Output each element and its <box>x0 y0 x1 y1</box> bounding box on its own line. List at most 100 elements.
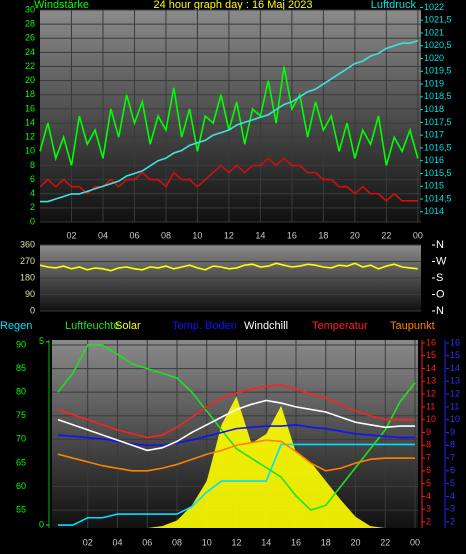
y3-tick-label: 5 <box>450 478 455 488</box>
x-tick-label: 00 <box>410 537 420 547</box>
y2-tick-label: 15 <box>426 350 436 360</box>
x-tick-label: 08 <box>161 230 171 240</box>
y3-tick-label: 12 <box>450 388 460 398</box>
x-tick-label: 04 <box>112 537 122 547</box>
line <box>57 423 416 447</box>
y2-tick-label: 2 <box>426 516 431 526</box>
y-tick-label: 8 <box>30 160 35 170</box>
x-tick-label: 10 <box>202 537 212 547</box>
y3-tick-label: 6 <box>450 465 455 475</box>
y-tick-label: 2 <box>30 202 35 212</box>
x-tick-label: 18 <box>318 230 328 240</box>
y-tick-label: 360 <box>20 239 35 249</box>
x-tick-label: 00 <box>413 230 423 240</box>
line <box>57 443 416 526</box>
y-tick-label: 30 <box>25 4 35 14</box>
line <box>57 384 416 439</box>
y2-tick-label: N <box>436 305 444 317</box>
y2-tick-label: 1017,5 <box>424 117 452 127</box>
legend-label: Solar <box>115 320 141 332</box>
y4-tick-label: 0 <box>39 519 44 529</box>
y3-tick-label: 7 <box>450 452 455 462</box>
y-tick-label: 16 <box>25 103 35 113</box>
y2-tick-label: S <box>436 272 443 284</box>
panel-bg <box>40 10 421 222</box>
y2-tick-label: 1022 <box>424 2 444 12</box>
y2-tick-label: O <box>436 288 445 300</box>
area <box>57 396 416 528</box>
y2-tick-label: 7 <box>426 452 431 462</box>
y2-tick-label: 4 <box>426 491 431 501</box>
y3-tick-label: 3 <box>450 504 455 514</box>
y2-tick-label: 1019,5 <box>424 66 452 76</box>
y-tick-label: 0 <box>30 305 35 315</box>
y2-tick-label: 1021 <box>424 27 444 37</box>
y-tick-label: 180 <box>20 272 35 282</box>
y2-tick-label: 1020 <box>424 53 444 63</box>
y2-tick-label: 12 <box>426 388 436 398</box>
axis-title: Windstärke <box>34 0 89 11</box>
y-tick-label: 55 <box>16 504 26 514</box>
axis-title: Luftdruck <box>371 0 417 11</box>
y2-tick-label: 13 <box>426 376 436 386</box>
legend-label: Taupunkt <box>390 320 435 332</box>
y-tick-label: 4 <box>30 188 35 198</box>
x-tick-label: 18 <box>321 537 331 547</box>
y-tick-label: 65 <box>16 457 26 467</box>
y-tick-label: 60 <box>16 481 26 491</box>
x-tick-label: 02 <box>66 230 76 240</box>
y3-tick-label: 2 <box>450 516 455 526</box>
y-tick-label: 270 <box>20 256 35 266</box>
y3-tick-label: 15 <box>450 350 460 360</box>
y-tick-label: 24 <box>25 47 35 57</box>
legend-label: Regen <box>0 320 32 332</box>
y-tick-label: 22 <box>25 61 35 71</box>
y3-tick-label: 9 <box>450 427 455 437</box>
legend-label: Windchill <box>244 320 288 332</box>
y2-tick-label: 5 <box>426 478 431 488</box>
x-tick-label: 20 <box>351 537 361 547</box>
line <box>40 39 419 203</box>
y2-tick-label: 1018,5 <box>424 91 452 101</box>
y-tick-label: 70 <box>16 434 26 444</box>
x-tick-label: 14 <box>261 537 271 547</box>
y2-tick-label: 14 <box>426 363 436 373</box>
x-tick-label: 16 <box>287 230 297 240</box>
y2-tick-label: 9 <box>426 427 431 437</box>
y3-tick-label: 13 <box>450 376 460 386</box>
x-tick-label: 22 <box>380 537 390 547</box>
x-tick-label: 06 <box>142 537 152 547</box>
x-tick-label: 14 <box>255 230 265 240</box>
y2-tick-label: W <box>436 255 447 267</box>
y-tick-label: 12 <box>25 132 35 142</box>
y2-tick-label: 1017 <box>424 130 444 140</box>
y3-tick-label: 10 <box>450 414 460 424</box>
y-tick-label: 90 <box>16 339 26 349</box>
chart-title: 24 hour graph day : 16 Maj 2023 <box>153 0 312 11</box>
y2-tick-label: 1014,5 <box>424 193 452 203</box>
line <box>57 399 416 452</box>
y3-tick-label: 14 <box>450 363 460 373</box>
y-tick-label: 28 <box>25 19 35 29</box>
y2-tick-label: 1015 <box>424 181 444 191</box>
y2-tick-label: 8 <box>426 440 431 450</box>
x-tick-label: 16 <box>291 537 301 547</box>
y2-tick-label: N <box>436 239 444 251</box>
legend-label: Temperatur <box>312 320 368 332</box>
legend-label: Luftfeuchte <box>65 320 119 332</box>
y3-tick-label: 11 <box>450 401 459 411</box>
y-tick-label: 14 <box>25 117 35 127</box>
x-tick-label: 06 <box>129 230 139 240</box>
y3-tick-label: 4 <box>450 491 455 501</box>
y3-tick-label: 16 <box>450 337 460 347</box>
y2-tick-label: 1018 <box>424 104 444 114</box>
line <box>39 262 418 272</box>
x-tick-label: 20 <box>350 230 360 240</box>
y4-tick-label: 5 <box>39 336 44 346</box>
y2-tick-label: 10 <box>426 414 436 424</box>
x-tick-label: 02 <box>83 537 93 547</box>
line <box>57 344 416 511</box>
y-tick-label: 75 <box>16 410 26 420</box>
